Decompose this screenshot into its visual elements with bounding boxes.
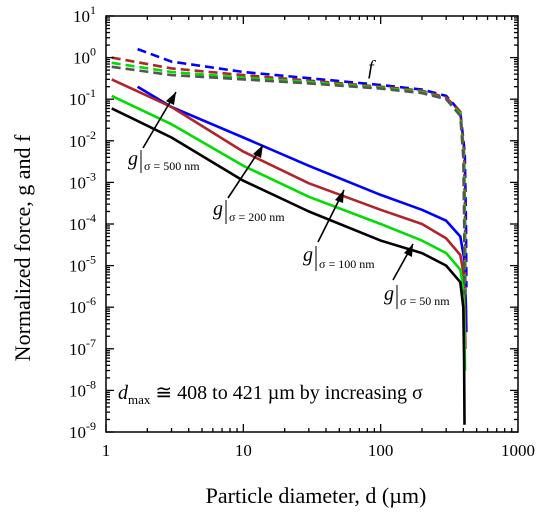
g50-main: g [384,283,394,305]
axis-ticks [105,15,518,433]
x-axis-label: Particle diameter, d (µm) [206,483,427,508]
g500-main: g [128,148,138,170]
y-tick-label: 10-6 [69,294,96,317]
f-curve-6 [111,61,467,295]
g-curve-2 [111,94,467,371]
g200-main: g [213,198,223,220]
tick-labels: 1 10 100 1000 10-9 10-8 10-7 10-6 10-5 10-4 10-3 10… [69,3,535,460]
g100-sub: σ = 100 nm [319,257,375,271]
x-tick-label: 1 [102,441,111,460]
y-tick-label: 100 [73,45,96,68]
f-curve-7 [111,65,466,295]
g200-sub: σ = 200 nm [229,210,285,224]
g500-label: g σ = 500 nm [128,91,200,173]
x-tick-label: 100 [368,441,394,460]
g100-label: g σ = 100 nm [303,189,375,271]
g200-label: g σ = 200 nm [213,144,285,224]
dmax-annotation: dmax ≅ 408 to 421 µm by increasing σ [118,382,423,407]
g500-sub: σ = 500 nm [144,159,200,173]
curves [111,47,468,425]
g-curve-3 [111,107,466,425]
g50-label: g σ = 50 nm [384,243,450,309]
x-tick-label: 1000 [501,441,535,460]
y-tick-label: 10-5 [69,253,96,276]
y-tick-label: 10-2 [69,128,96,151]
y-tick-label: 10-9 [69,419,96,442]
y-tick-label: 10-8 [69,377,96,400]
g50-sub: σ = 50 nm [400,294,450,308]
x-tick-label: 10 [235,441,252,460]
y-tick-label: 10-1 [69,86,96,109]
y-tick-label: 101 [73,3,96,26]
f-curve-label: f [368,57,376,79]
y-tick-label: 10-7 [69,336,96,359]
y-tick-label: 10-4 [69,211,96,234]
g100-main: g [303,244,313,266]
y-tick-label: 10-3 [69,169,96,192]
plot-frame [105,15,519,433]
y-axis-label: Normalized force, g and f [10,134,35,361]
